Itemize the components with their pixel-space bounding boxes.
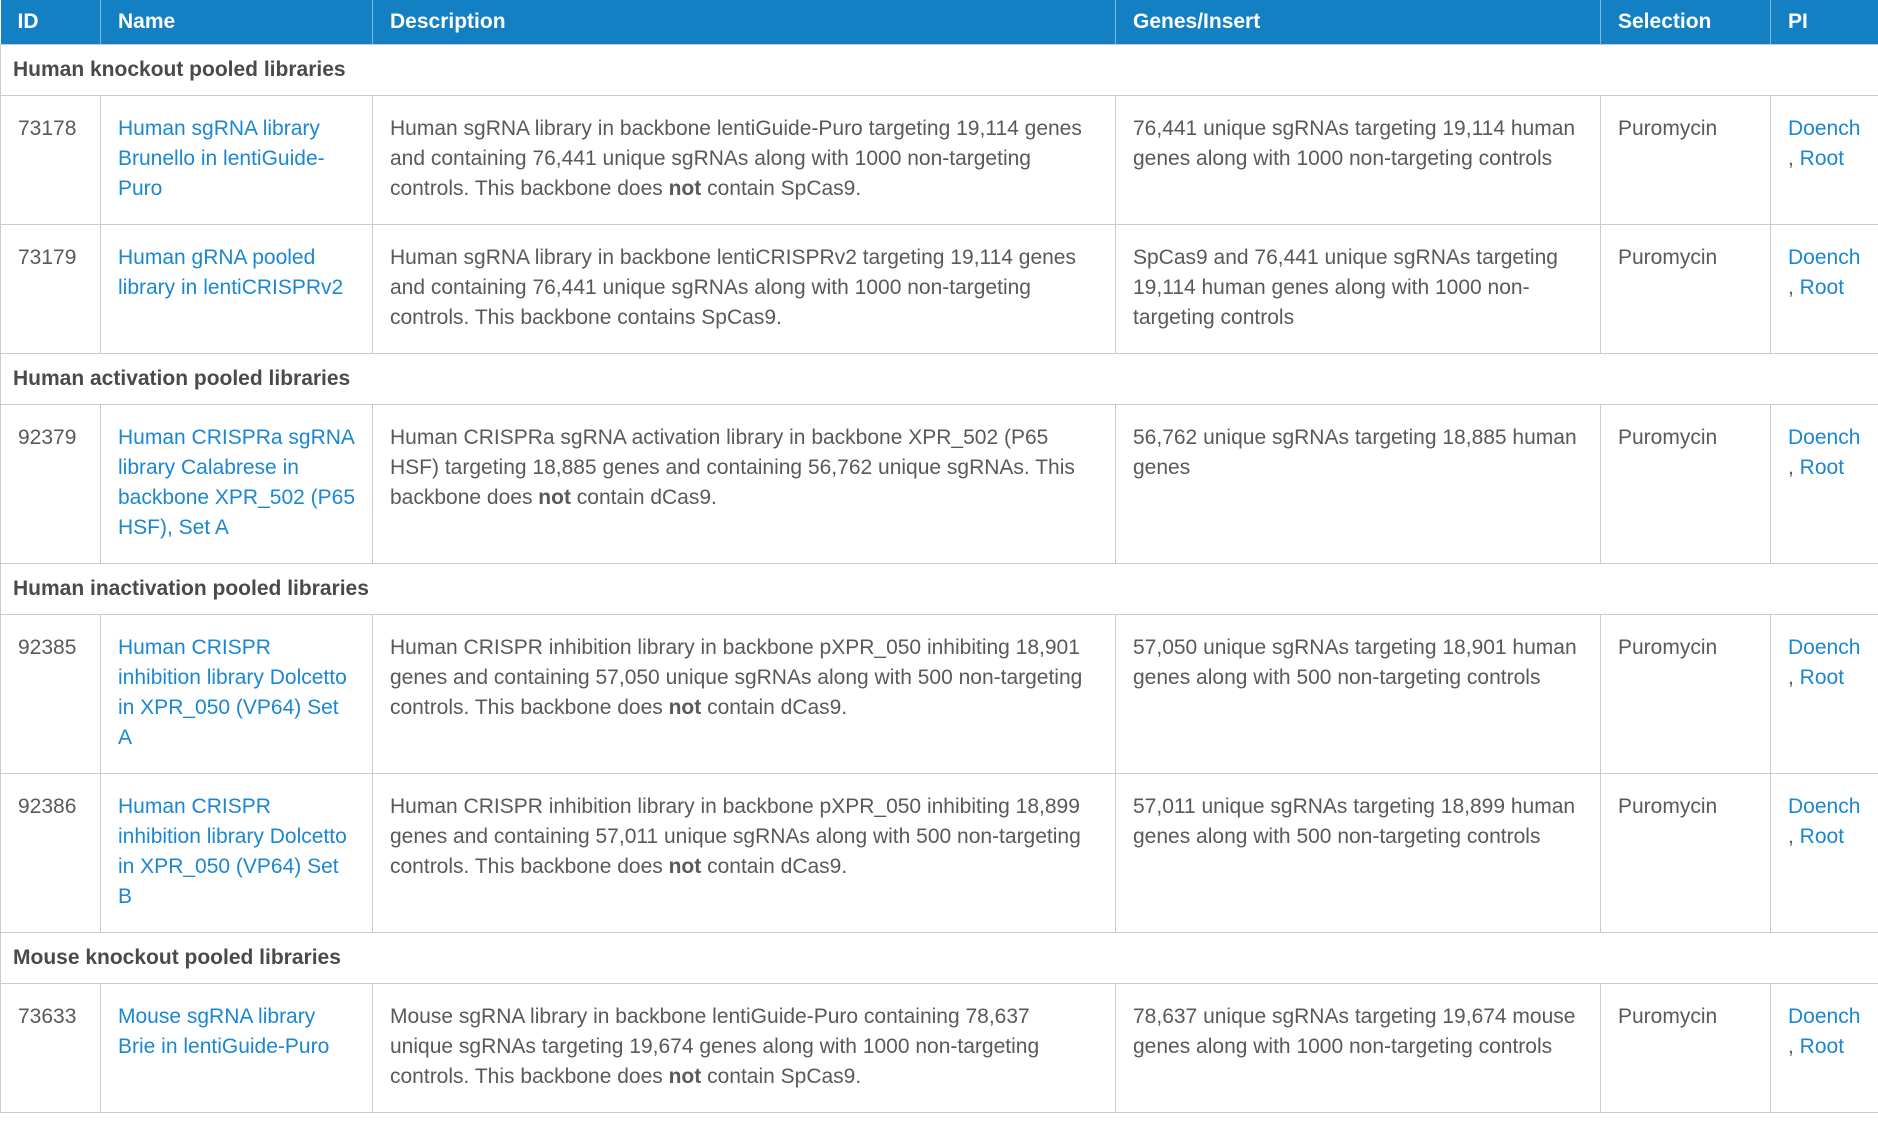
description-cell: Mouse sgRNA library in backbone lentiGui… — [372, 983, 1116, 1113]
column-header-genes-insert: Genes/Insert — [1115, 0, 1601, 45]
plasmid-name-cell: Human gRNA pooled library in lentiCRISPR… — [100, 224, 373, 354]
library-row: 73633 Mouse sgRNA library Brie in lentiGu… — [0, 983, 1878, 1113]
column-header-id: ID — [0, 0, 101, 45]
plasmid-name-link[interactable]: Human CRISPR inhibition library Dolcetto… — [118, 636, 347, 749]
genes-insert-cell: SpCas9 and 76,441 unique sgRNAs targetin… — [1115, 224, 1601, 354]
description-cell: Human CRISPRa sgRNA activation library i… — [372, 404, 1116, 564]
pi-cell: Doench, Root — [1770, 773, 1878, 933]
pi-cell: Doench, Root — [1770, 95, 1878, 225]
description-cell: Human CRISPR inhibition library in backb… — [372, 773, 1116, 933]
description-cell: Human CRISPR inhibition library in backb… — [372, 614, 1116, 774]
column-header-name: Name — [100, 0, 373, 45]
section-header: Mouse knockout pooled libraries — [0, 932, 1878, 984]
library-row: 73179 Human gRNA pooled library in lentiC… — [0, 224, 1878, 354]
pi-cell: Doench, Root — [1770, 404, 1878, 564]
pi-link[interactable]: Doench — [1788, 426, 1861, 449]
plasmid-name-cell: Human CRISPRa sgRNA library Calabrese in… — [100, 404, 373, 564]
section-row: Human activation pooled libraries — [0, 353, 1878, 405]
plasmid-name-link[interactable]: Human CRISPR inhibition library Dolcetto… — [118, 795, 347, 908]
library-row: 92379 Human CRISPRa sgRNA library Calabre… — [0, 404, 1878, 564]
section-header: Human knockout pooled libraries — [0, 44, 1878, 96]
plasmid-name-cell: Human CRISPR inhibition library Dolcetto… — [100, 773, 373, 933]
pi-link[interactable]: Root — [1799, 1035, 1845, 1058]
plasmid-name-link[interactable]: Human sgRNA library Brunello in lentiGui… — [118, 117, 325, 200]
pi-link[interactable]: Doench — [1788, 636, 1861, 659]
plasmid-id-cell: 73633 — [0, 983, 101, 1113]
section-row: Human inactivation pooled libraries — [0, 563, 1878, 615]
table-header-row: ID Name Description Genes/Insert Selecti… — [0, 0, 1878, 45]
column-header-pi: PI — [1770, 0, 1878, 45]
description-cell: Human sgRNA library in backbone lentiCRI… — [372, 224, 1116, 354]
pooled-libraries-table: ID Name Description Genes/Insert Selecti… — [0, 0, 1878, 1113]
pi-link[interactable]: Root — [1799, 825, 1845, 848]
genes-insert-cell: 57,050 unique sgRNAs targeting 18,901 hu… — [1115, 614, 1601, 774]
section-header: Human activation pooled libraries — [0, 353, 1878, 405]
plasmid-name-link[interactable]: Human CRISPRa sgRNA library Calabrese in… — [118, 426, 355, 539]
plasmid-id-cell: 92385 — [0, 614, 101, 774]
library-row: 92385 Human CRISPR inhibition library Dol… — [0, 614, 1878, 774]
selection-cell: Puromycin — [1600, 614, 1771, 774]
pi-link[interactable]: Root — [1799, 276, 1845, 299]
section-header: Human inactivation pooled libraries — [0, 563, 1878, 615]
selection-cell: Puromycin — [1600, 983, 1771, 1113]
plasmid-id-cell: 92379 — [0, 404, 101, 564]
plasmid-name-cell: Human sgRNA library Brunello in lentiGui… — [100, 95, 373, 225]
genes-insert-cell: 57,011 unique sgRNAs targeting 18,899 hu… — [1115, 773, 1601, 933]
pi-link[interactable]: Root — [1799, 456, 1845, 479]
section-row: Human knockout pooled libraries — [0, 44, 1878, 96]
genes-insert-cell: 78,637 unique sgRNAs targeting 19,674 mo… — [1115, 983, 1601, 1113]
selection-cell: Puromycin — [1600, 224, 1771, 354]
pi-cell: Doench, Root — [1770, 614, 1878, 774]
plasmid-id-cell: 73179 — [0, 224, 101, 354]
library-row: 73178 Human sgRNA library Brunello in len… — [0, 95, 1878, 225]
plasmid-name-link[interactable]: Mouse sgRNA library Brie in lentiGuide-P… — [118, 1005, 330, 1058]
plasmid-name-link[interactable]: Human gRNA pooled library in lentiCRISPR… — [118, 246, 344, 299]
plasmid-id-cell: 73178 — [0, 95, 101, 225]
pi-link[interactable]: Doench — [1788, 1005, 1861, 1028]
plasmid-name-cell: Human CRISPR inhibition library Dolcetto… — [100, 614, 373, 774]
column-header-selection: Selection — [1600, 0, 1771, 45]
description-cell: Human sgRNA library in backbone lentiGui… — [372, 95, 1116, 225]
pi-link[interactable]: Root — [1799, 147, 1845, 170]
selection-cell: Puromycin — [1600, 773, 1771, 933]
column-header-description: Description — [372, 0, 1116, 45]
pi-link[interactable]: Doench — [1788, 246, 1861, 269]
pi-cell: Doench, Root — [1770, 983, 1878, 1113]
genes-insert-cell: 56,762 unique sgRNAs targeting 18,885 hu… — [1115, 404, 1601, 564]
library-row: 92386 Human CRISPR inhibition library Dol… — [0, 773, 1878, 933]
selection-cell: Puromycin — [1600, 95, 1771, 225]
pi-link[interactable]: Doench — [1788, 795, 1861, 818]
genes-insert-cell: 76,441 unique sgRNAs targeting 19,114 hu… — [1115, 95, 1601, 225]
table-body: Human knockout pooled libraries 73178 Huma… — [0, 44, 1878, 1113]
pi-link[interactable]: Root — [1799, 666, 1845, 689]
section-row: Mouse knockout pooled libraries — [0, 932, 1878, 984]
plasmid-name-cell: Mouse sgRNA library Brie in lentiGuide-P… — [100, 983, 373, 1113]
selection-cell: Puromycin — [1600, 404, 1771, 564]
pi-cell: Doench, Root — [1770, 224, 1878, 354]
plasmid-id-cell: 92386 — [0, 773, 101, 933]
pi-link[interactable]: Doench — [1788, 117, 1861, 140]
